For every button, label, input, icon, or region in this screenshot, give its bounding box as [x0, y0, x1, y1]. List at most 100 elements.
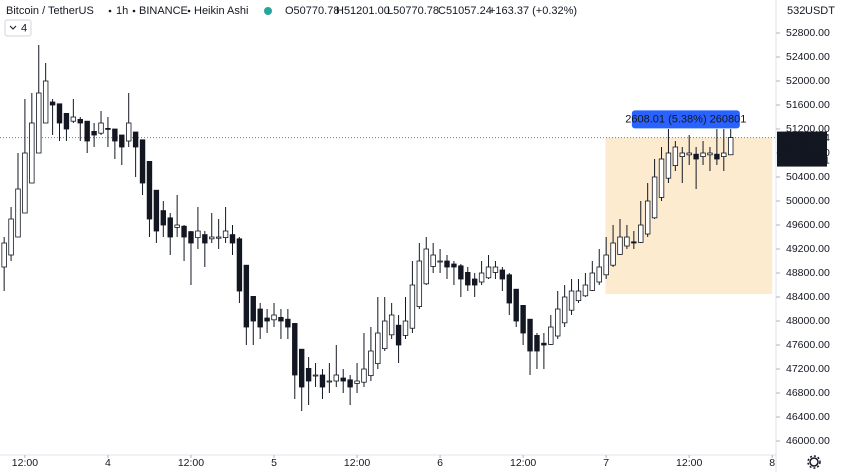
candle-body [112, 128, 118, 142]
candle-body [91, 131, 97, 136]
x-tick-label: 4 [105, 457, 111, 469]
candle-body [229, 234, 236, 244]
candle-body [84, 120, 90, 142]
candle-body [520, 305, 526, 334]
candle-body [527, 318, 533, 352]
candle-body [513, 288, 519, 322]
y-tick-label: 46000.00 [786, 435, 830, 447]
candle-body [153, 189, 160, 232]
candle-body [312, 374, 319, 377]
candle-body [582, 284, 589, 297]
badge-number: 532 [787, 5, 805, 17]
candle-body [409, 284, 416, 329]
indicators-toggle[interactable] [4, 19, 32, 37]
market-status[interactable] [264, 7, 272, 15]
candle-body [98, 122, 104, 134]
candle-body [167, 217, 173, 238]
x-tick-label: 5 [271, 457, 277, 469]
ohlc-close: C51057.24 [438, 5, 492, 17]
candle-body [264, 317, 270, 322]
y-tick-label: 46400.00 [786, 411, 830, 423]
candle-body [354, 380, 360, 384]
candle-body [423, 248, 429, 285]
candle-body [478, 272, 485, 283]
x-tick-label: 7 [603, 457, 609, 469]
candle-body [721, 152, 727, 158]
candle-body [589, 272, 596, 291]
candle-body [416, 260, 423, 308]
candle-body [617, 236, 623, 255]
candle-body [471, 278, 478, 286]
candle-body [610, 242, 616, 266]
settings-button[interactable] [807, 455, 821, 469]
candle-body [278, 317, 284, 322]
candle-body [340, 377, 346, 382]
chevron-icon [9, 25, 17, 30]
y-tick-label: 49600.00 [786, 219, 830, 231]
y-tick-label: 47200.00 [786, 363, 830, 375]
candle-body [361, 368, 367, 383]
prev-close-box [777, 154, 827, 167]
last-price-label: 51057.24 [786, 132, 830, 144]
candle-body [119, 134, 125, 148]
candle-body [105, 128, 111, 130]
candle-body [686, 152, 692, 156]
candle-body [375, 332, 381, 365]
candle-body [209, 236, 215, 240]
candle-body [679, 152, 685, 158]
candle-body [596, 266, 602, 283]
legend: Bitcoin / TetherUS 1h BINANCE Heikin Ash… [4, 5, 577, 37]
candle-body [292, 323, 298, 376]
candle-body [326, 380, 333, 383]
candle-body [298, 348, 305, 388]
candle-body [548, 326, 554, 345]
candle-body [63, 113, 70, 130]
candle-body [36, 92, 42, 154]
candle-body [305, 368, 312, 382]
x-tick-label: 12:00 [178, 457, 204, 469]
candle-body [188, 231, 194, 244]
candle-body [700, 152, 706, 158]
measure-label-box [631, 110, 740, 129]
candle-body [465, 272, 471, 286]
chart-style: Heikin Ashi [194, 5, 248, 17]
candle-body [250, 296, 256, 322]
candle-body [395, 324, 402, 346]
ohlc-low: L50770.78 [387, 5, 439, 17]
separator [132, 9, 136, 13]
candle-body [644, 200, 651, 235]
candle-body [271, 314, 277, 321]
candle-body [534, 335, 540, 352]
candle-body [728, 137, 734, 156]
candle-body [202, 234, 208, 244]
candle-body [29, 122, 35, 184]
candle-body [146, 161, 153, 220]
ohlc-open: O50770.78 [285, 5, 339, 17]
y-tick-label: 48400.00 [786, 291, 830, 303]
candle-body [126, 122, 132, 142]
countdown: 51:31 [786, 143, 812, 155]
candle-body [382, 320, 388, 350]
candle-body [707, 152, 713, 156]
y-tick-label: 52800.00 [786, 27, 830, 39]
candle-body [555, 308, 561, 337]
y-tick-label: 50000.00 [786, 195, 830, 207]
candle-body [132, 131, 139, 148]
y-tick-label: 49200.00 [786, 243, 830, 255]
candle-body [492, 266, 499, 273]
candle-body [56, 103, 63, 124]
y-tick-label: 48000.00 [786, 315, 830, 327]
separator [187, 9, 191, 13]
x-tick-label: 6 [437, 457, 443, 469]
y-tick-label: 51600.00 [786, 99, 830, 111]
candle-body [215, 236, 222, 239]
candle-body [451, 263, 457, 268]
candle-body [651, 176, 658, 219]
candle-body [458, 265, 464, 280]
y-tick-label: 52400.00 [786, 51, 830, 63]
last-price-box [777, 131, 827, 157]
axis-badge: 532 USDT [787, 5, 835, 17]
ohlc-high: H51201.00 [336, 5, 390, 17]
candle-body [624, 236, 630, 247]
